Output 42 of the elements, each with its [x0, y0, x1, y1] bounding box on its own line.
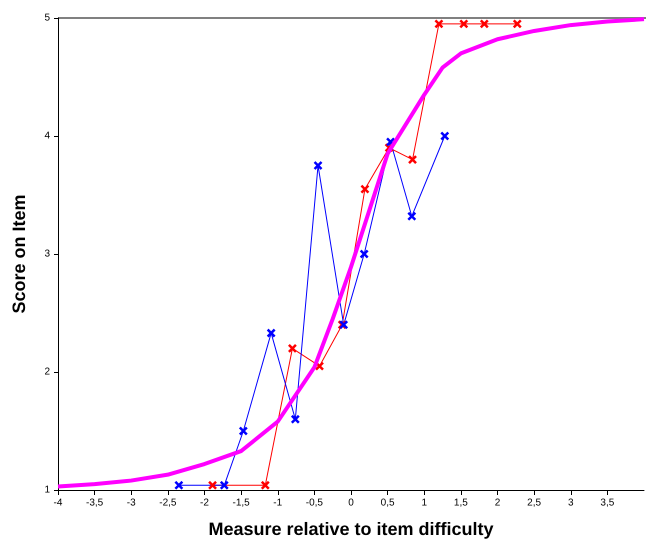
- point: [512, 19, 522, 29]
- x-tick-label: 1: [421, 498, 428, 508]
- y-axis-title: Score on Item: [9, 194, 29, 314]
- point: [174, 480, 184, 490]
- point: [313, 160, 323, 170]
- x-tick-label: 2: [494, 498, 501, 508]
- point: [359, 249, 369, 259]
- x-tick-label: -2: [200, 498, 210, 508]
- point: [288, 344, 298, 354]
- x-tick-label: -4: [54, 498, 63, 508]
- point: [208, 480, 218, 490]
- point: [260, 480, 270, 490]
- point: [459, 19, 469, 29]
- point: [480, 19, 490, 29]
- x-tick-label: 3: [568, 498, 574, 508]
- x-tick-label: -3: [126, 498, 136, 508]
- x-tick-label: -3,5: [86, 498, 104, 508]
- y-tick-label: 5: [44, 12, 50, 24]
- point: [238, 426, 248, 436]
- point: [440, 131, 450, 141]
- x-tick-label: 2,5: [527, 498, 542, 508]
- point: [360, 184, 370, 194]
- x-tick-label: -1: [273, 498, 283, 508]
- x-tick-label: 3,5: [600, 498, 615, 508]
- y-tick-label: 2: [44, 366, 50, 378]
- x-tick-label: -0,5: [306, 498, 324, 508]
- point: [314, 361, 324, 371]
- point: [290, 414, 300, 424]
- y-tick-label: 1: [44, 484, 50, 496]
- x-tick-label: 0,5: [380, 498, 396, 508]
- y-tick-label: 3: [44, 248, 50, 260]
- x-tick-label: -1,5: [232, 498, 250, 508]
- point: [434, 19, 444, 29]
- x-tick-label: -2,5: [159, 498, 177, 508]
- point: [220, 480, 230, 490]
- point: [266, 328, 276, 338]
- x-tick-label: 0: [348, 498, 354, 508]
- x-axis-title: Measure relative to item difficulty: [208, 519, 494, 539]
- point: [407, 211, 417, 221]
- x-tick-label: 1,5: [454, 498, 468, 508]
- point: [408, 154, 418, 164]
- y-tick-label: 4: [44, 130, 50, 142]
